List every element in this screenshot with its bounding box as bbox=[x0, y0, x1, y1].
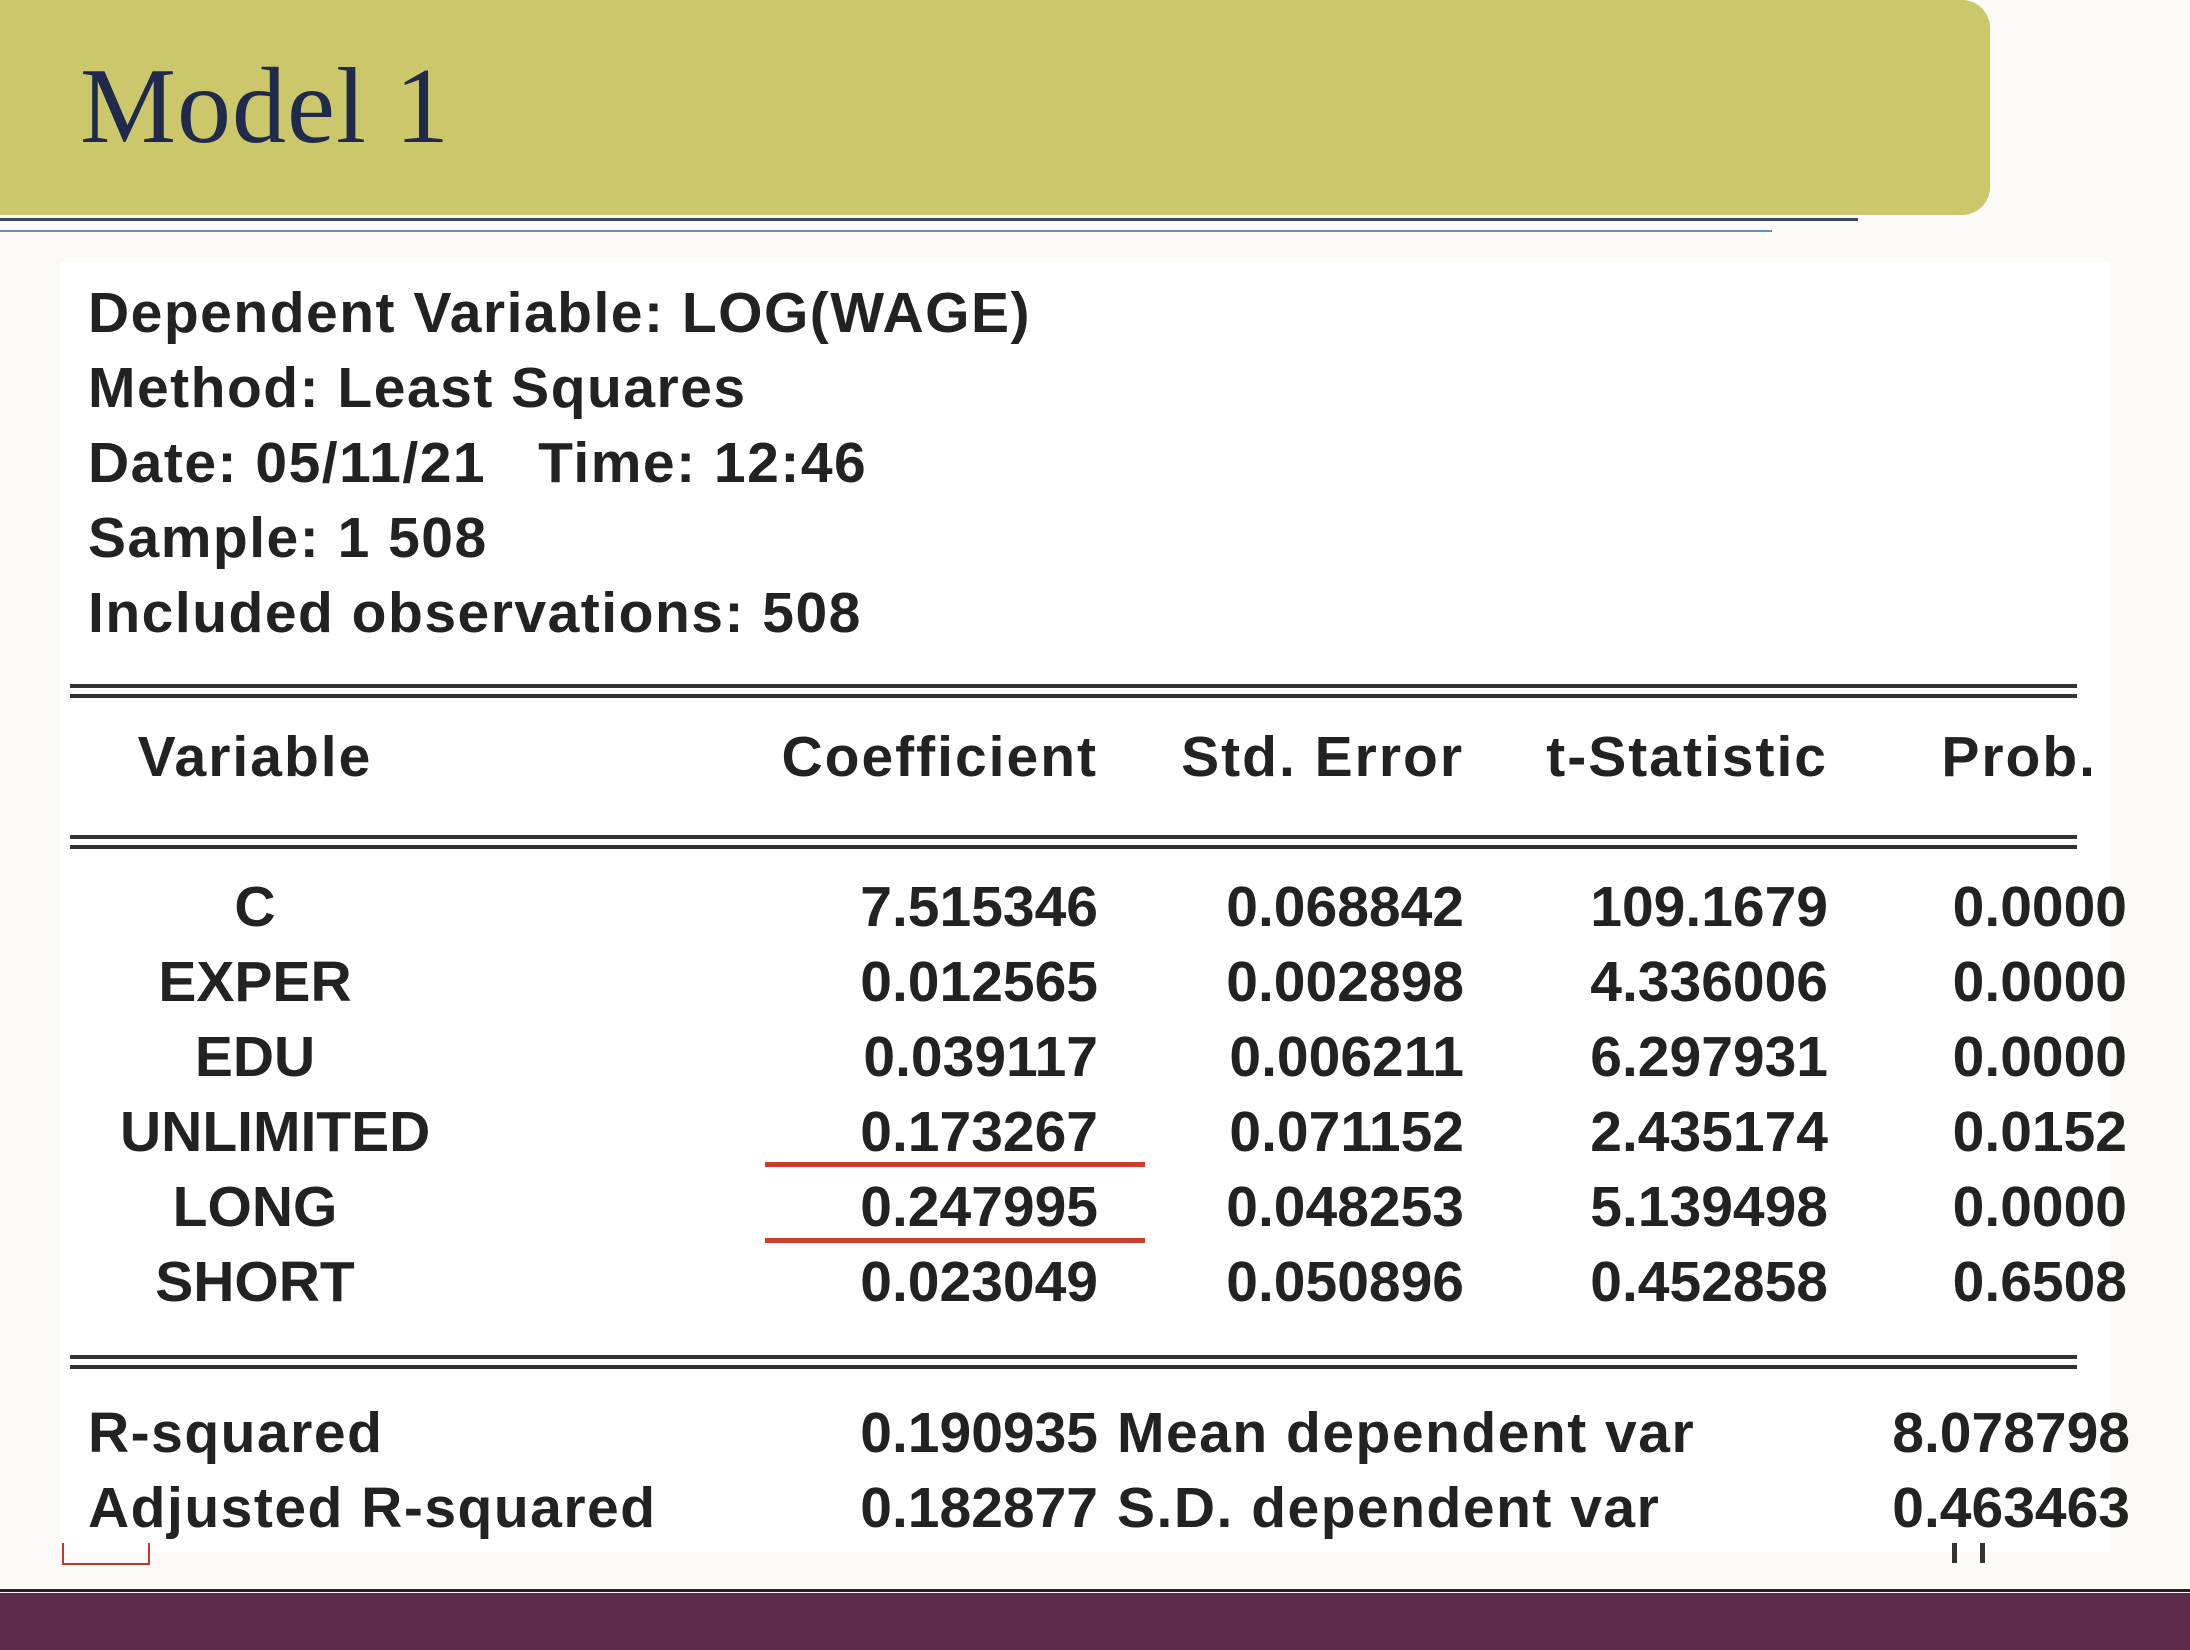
regression-output: Dependent Variable: LOG(WAGE) Method: Le… bbox=[60, 262, 2130, 1552]
row-std-error: 0.048253 bbox=[1226, 1175, 1464, 1239]
row-t-statistic: 109.1679 bbox=[1590, 875, 1828, 939]
logo-icon bbox=[62, 1543, 150, 1565]
row-coefficient: 0.012565 bbox=[860, 950, 1098, 1014]
row-coefficient: 7.515346 bbox=[860, 875, 1098, 939]
title-bar: Model 1 bbox=[0, 0, 1990, 215]
row-t-statistic: 0.452858 bbox=[1590, 1250, 1828, 1314]
column-header-coefficient: Coefficient bbox=[781, 725, 1098, 789]
row-prob: 0.0000 bbox=[1952, 950, 2127, 1014]
title-divider-secondary bbox=[0, 230, 1772, 232]
row-variable: LONG bbox=[172, 1175, 338, 1239]
stat-value: 0.463463 bbox=[1892, 1476, 2130, 1540]
stat-value: 0.182877 bbox=[860, 1476, 1098, 1540]
column-header-std-error: Std. Error bbox=[1181, 725, 1464, 789]
row-variable: C bbox=[234, 875, 276, 939]
table-top-rule bbox=[70, 684, 2077, 698]
row-prob: 0.0000 bbox=[1952, 875, 2127, 939]
column-header-prob: Prob. bbox=[1941, 725, 2097, 789]
stat-label: Adjusted R-squared bbox=[88, 1476, 657, 1540]
row-variable: UNLIMITED bbox=[120, 1100, 431, 1164]
row-prob: 0.0000 bbox=[1952, 1025, 2127, 1089]
column-header-t-statistic: t-Statistic bbox=[1546, 725, 1828, 789]
highlight-underline-unlimited bbox=[765, 1162, 1145, 1167]
row-variable: SHORT bbox=[155, 1250, 355, 1314]
row-prob: 0.6508 bbox=[1952, 1250, 2127, 1314]
row-std-error: 0.050896 bbox=[1226, 1250, 1464, 1314]
sample-line: Sample: 1 508 bbox=[88, 506, 488, 570]
footer-divider bbox=[0, 1589, 2190, 1592]
row-std-error: 0.071152 bbox=[1229, 1100, 1464, 1164]
observations-line: Included observations: 508 bbox=[88, 581, 862, 645]
row-t-statistic: 6.297931 bbox=[1590, 1025, 1828, 1089]
stat-value: 0.190935 bbox=[860, 1401, 1098, 1465]
row-prob: 0.0152 bbox=[1952, 1100, 2127, 1164]
row-std-error: 0.006211 bbox=[1229, 1025, 1464, 1089]
title-divider bbox=[0, 218, 1858, 221]
row-std-error: 0.068842 bbox=[1226, 875, 1464, 939]
footer-bar bbox=[0, 1593, 2190, 1650]
method-line: Method: Least Squares bbox=[88, 356, 747, 420]
row-prob: 0.0000 bbox=[1952, 1175, 2127, 1239]
table-header-rule bbox=[70, 835, 2077, 849]
highlight-underline-long bbox=[765, 1238, 1145, 1243]
table-bottom-rule bbox=[70, 1355, 2077, 1369]
dependent-variable-line: Dependent Variable: LOG(WAGE) bbox=[88, 281, 1031, 345]
row-t-statistic: 5.139498 bbox=[1590, 1175, 1828, 1239]
row-variable: EXPER bbox=[158, 950, 352, 1014]
slide-title: Model 1 bbox=[80, 47, 450, 166]
date-time-line: Date: 05/11/21 Time: 12:46 bbox=[88, 431, 868, 495]
row-coefficient: 0.039117 bbox=[863, 1025, 1098, 1089]
stat-value: 8.078798 bbox=[1892, 1401, 2130, 1465]
stat-label: S.D. dependent var bbox=[1117, 1476, 1661, 1540]
page-number-mark bbox=[1948, 1543, 1990, 1563]
row-t-statistic: 4.336006 bbox=[1590, 950, 1828, 1014]
row-coefficient: 0.247995 bbox=[860, 1175, 1098, 1239]
stat-label: R-squared bbox=[88, 1401, 384, 1465]
row-variable: EDU bbox=[194, 1025, 316, 1089]
row-coefficient: 0.173267 bbox=[860, 1100, 1098, 1164]
row-coefficient: 0.023049 bbox=[860, 1250, 1098, 1314]
column-header-variable: Variable bbox=[137, 725, 373, 789]
row-std-error: 0.002898 bbox=[1226, 950, 1464, 1014]
stat-label: Mean dependent var bbox=[1117, 1401, 1696, 1465]
row-t-statistic: 2.435174 bbox=[1590, 1100, 1828, 1164]
